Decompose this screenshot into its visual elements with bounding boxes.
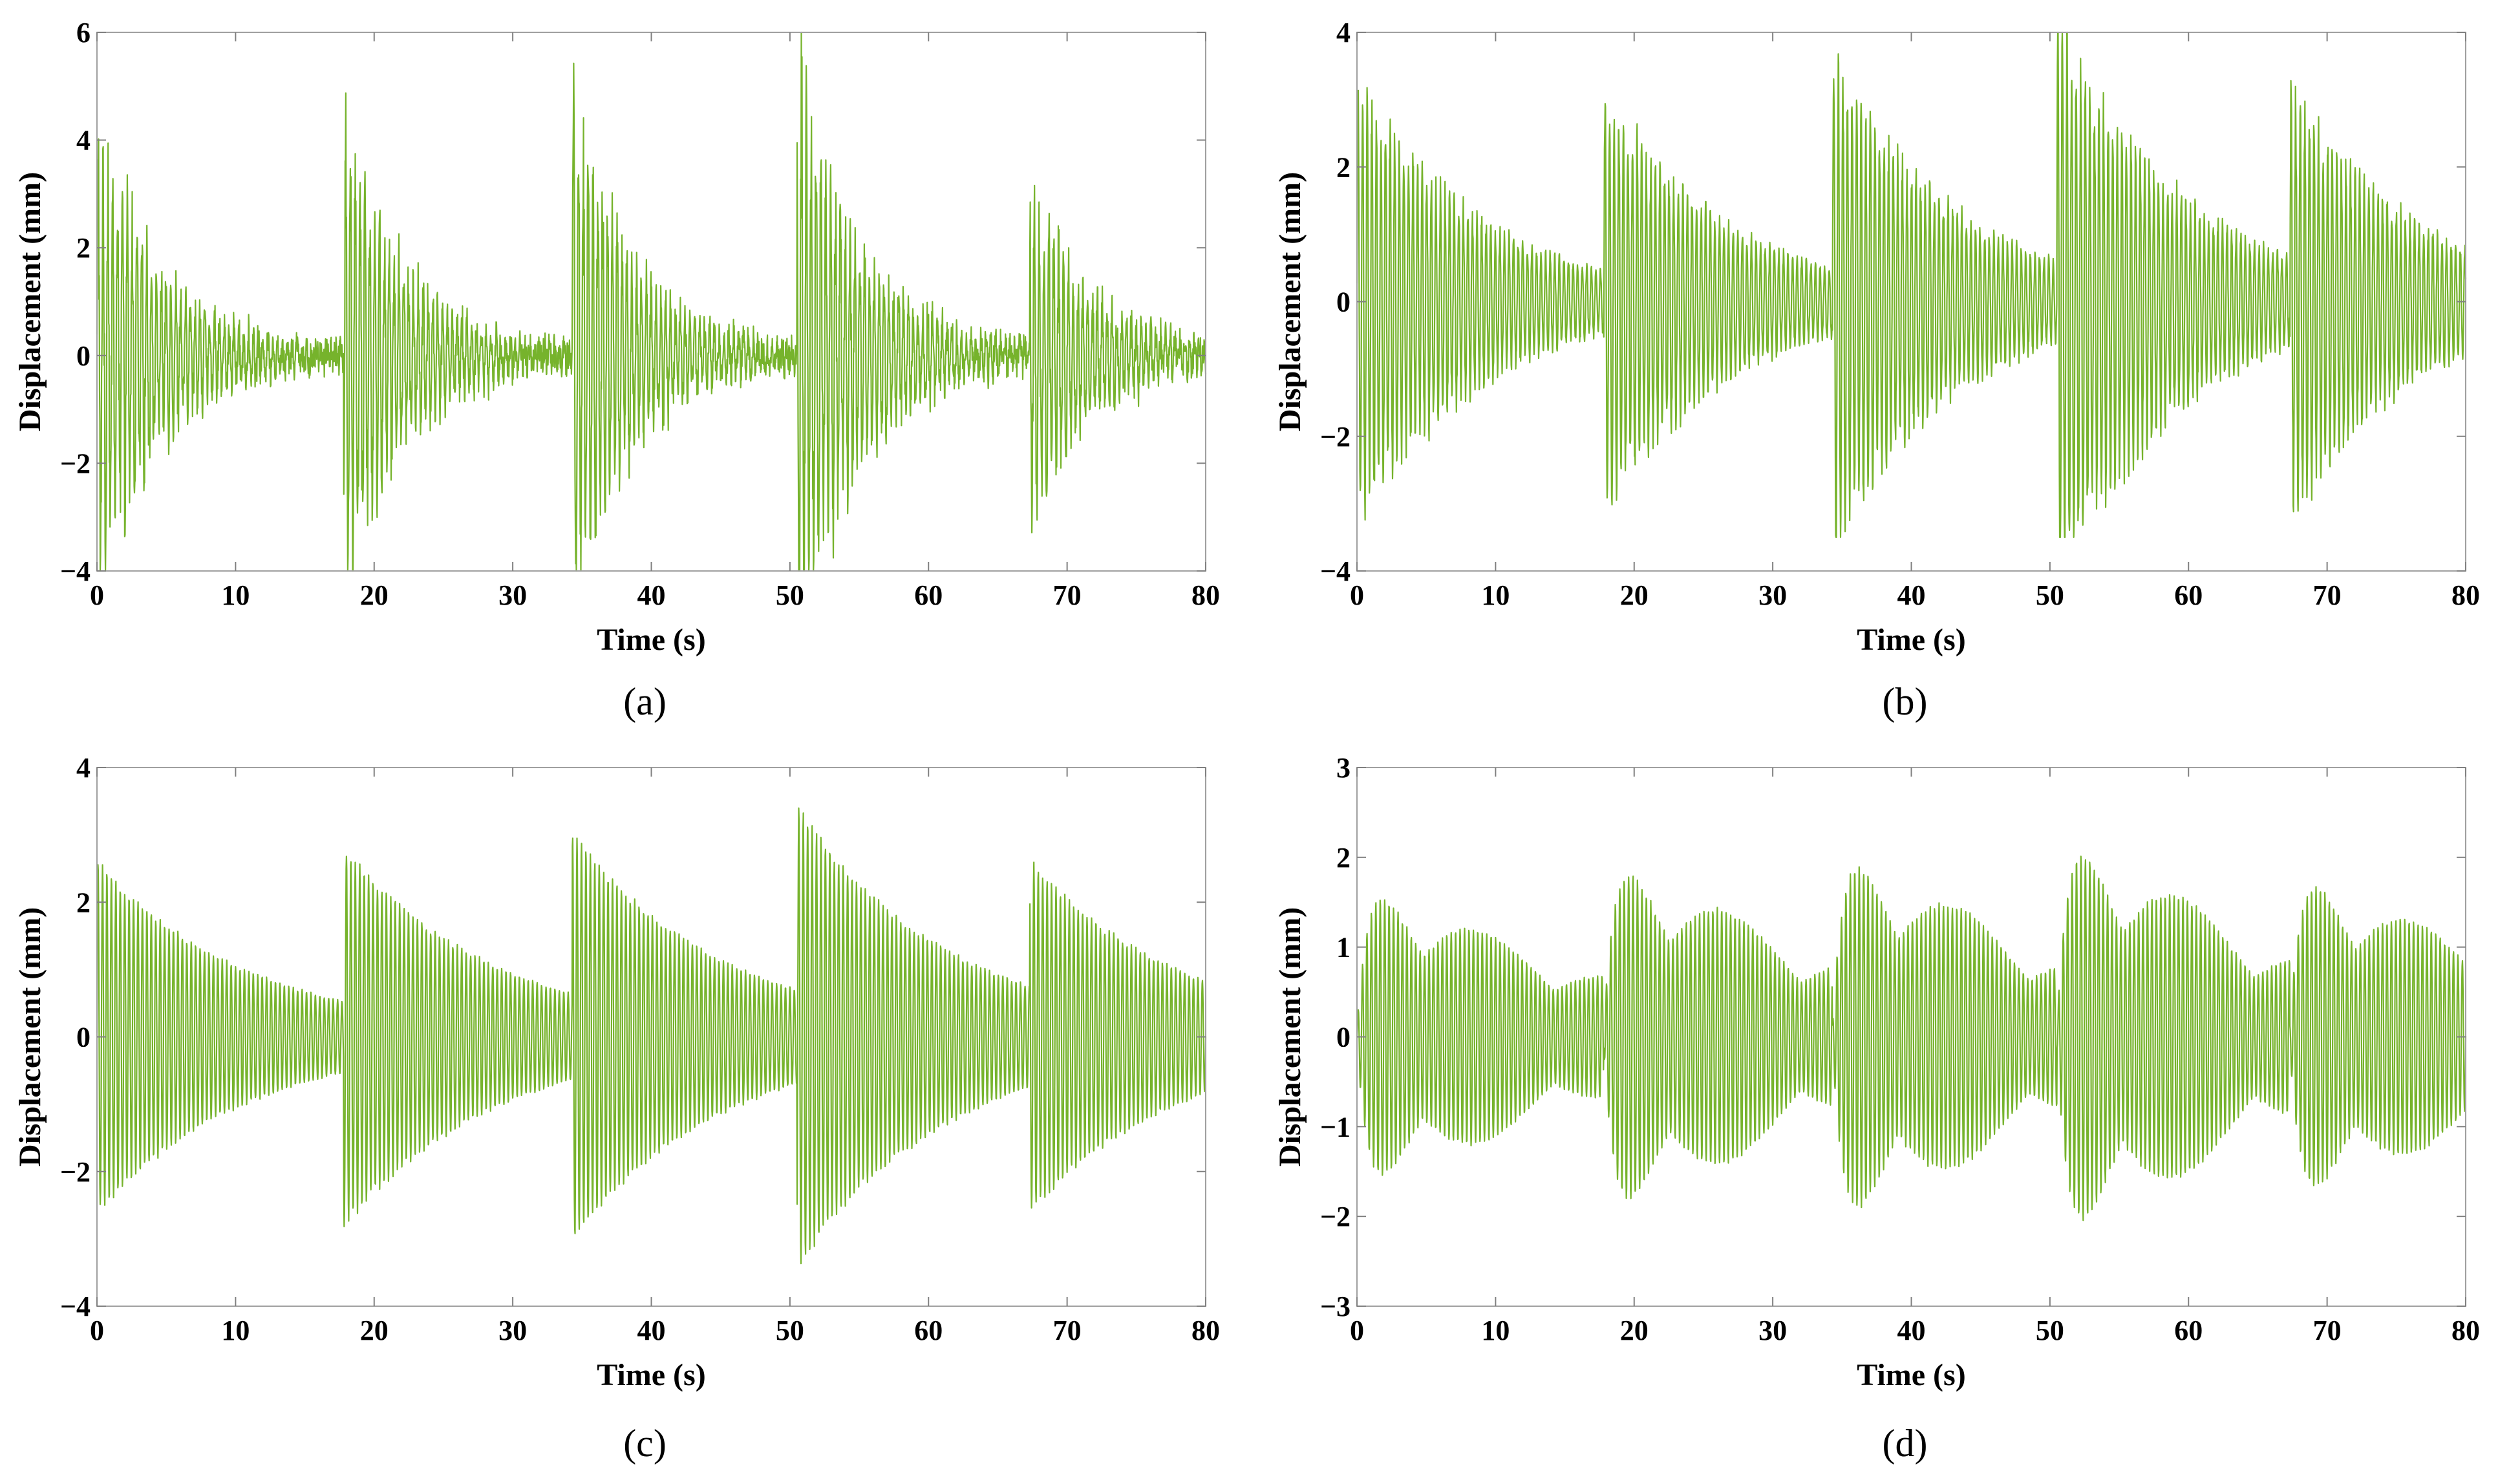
x-tick-label: 70 <box>1053 1315 1082 1346</box>
y-tick-label: 2 <box>1336 842 1351 874</box>
x-tick-label: 70 <box>2313 1315 2342 1346</box>
y-tick-label: −2 <box>1320 1201 1351 1232</box>
y-tick-label: 1 <box>1336 932 1351 963</box>
y-axis-label: Displacement (mm) <box>1273 172 1307 431</box>
y-tick-label: 4 <box>1336 17 1351 48</box>
x-tick-label: 40 <box>1897 579 1926 611</box>
y-tick-label: 4 <box>76 752 91 784</box>
y-tick-label: 0 <box>1336 286 1351 318</box>
y-tick-label: 0 <box>76 1022 91 1053</box>
y-axis-label: Displacement (mm) <box>1273 907 1307 1167</box>
x-tick-label: 60 <box>2174 579 2203 611</box>
x-tick-label: 40 <box>1897 1315 1926 1346</box>
y-tick-label: −4 <box>1320 555 1351 587</box>
panel-b: 0 10 20 30 40 50 60 70 80 −4 −2 0 2 4 Time (s) Displace… <box>1260 0 2520 742</box>
x-tick-label: 10 <box>221 1315 250 1346</box>
panel-caption: (c) <box>623 1422 667 1465</box>
y-tick-label: 0 <box>1336 1022 1351 1053</box>
chart-b: 0 10 20 30 40 50 60 70 80 −4 −2 0 2 4 Time (s) Displace… <box>1273 17 2480 723</box>
x-tick-label: 70 <box>1053 579 1082 611</box>
x-tick-label: 20 <box>360 1315 389 1346</box>
x-tick-label: 10 <box>221 579 250 611</box>
x-tick-label: 30 <box>1758 1315 1787 1346</box>
x-tick-label: 0 <box>1350 579 1364 611</box>
y-tick-label: 4 <box>76 125 91 156</box>
x-tick-label: 50 <box>776 1315 804 1346</box>
panel-caption: (b) <box>1883 680 1928 723</box>
x-tick-label: 80 <box>2451 1315 2480 1346</box>
x-axis-label: Time (s) <box>1857 1358 1965 1392</box>
y-tick-label: −2 <box>60 1156 91 1188</box>
x-tick-label: 60 <box>914 1315 943 1346</box>
x-tick-label: 30 <box>1758 579 1787 611</box>
x-tick-label: 40 <box>637 579 666 611</box>
x-tick-label: 20 <box>1620 1315 1649 1346</box>
series-line-c <box>96 807 1207 1265</box>
panel-caption: (a) <box>623 680 667 723</box>
x-tick-label: 10 <box>1481 579 1510 611</box>
chart-a: 0 10 20 30 40 50 60 70 80 −4 −2 0 2 4 6 Time (s) Displac… <box>13 17 1220 723</box>
y-tick-label: 3 <box>1336 752 1351 784</box>
y-tick-label: −3 <box>1320 1291 1351 1322</box>
x-tick-label: 60 <box>2174 1315 2203 1346</box>
chart-d: 0 10 20 30 40 50 60 70 80 −3 −2 −1 0 1 2 3 Time (s) Displ… <box>1273 752 2480 1465</box>
x-tick-label: 20 <box>1620 579 1649 611</box>
x-tick-label: 0 <box>90 579 104 611</box>
y-tick-label: 2 <box>76 887 91 918</box>
series-line-d <box>1356 855 2467 1221</box>
y-tick-label: −2 <box>1320 421 1351 453</box>
x-tick-label: 20 <box>360 579 389 611</box>
y-tick-label: −1 <box>1320 1111 1351 1143</box>
chart-c: 0 10 20 30 40 50 60 70 80 −4 −2 0 2 4 Time (s) Displace… <box>13 752 1220 1465</box>
x-tick-label: 50 <box>776 579 804 611</box>
y-axis-label: Displacement (mm) <box>13 907 47 1167</box>
panel-a: 0 10 20 30 40 50 60 70 80 −4 −2 0 2 4 6 Time (s) Displac… <box>0 0 1260 742</box>
x-tick-label: 50 <box>2036 579 2064 611</box>
y-tick-label: 2 <box>76 232 91 264</box>
y-tick-label: −2 <box>60 447 91 479</box>
y-tick-label: −4 <box>60 555 91 587</box>
panel-c: 0 10 20 30 40 50 60 70 80 −4 −2 0 2 4 Time (s) Displace… <box>0 742 1260 1484</box>
x-axis-label: Time (s) <box>597 1358 705 1392</box>
y-tick-label: 2 <box>1336 151 1351 183</box>
panel-caption: (d) <box>1883 1422 1928 1465</box>
series-line-b <box>1356 31 2467 538</box>
series-line-a <box>96 31 1207 572</box>
x-tick-label: 40 <box>637 1315 666 1346</box>
x-tick-label: 30 <box>498 1315 527 1346</box>
x-tick-label: 50 <box>2036 1315 2064 1346</box>
y-tick-label: 0 <box>76 340 91 372</box>
x-tick-label: 70 <box>2313 579 2342 611</box>
x-tick-label: 80 <box>2451 579 2480 611</box>
panel-d: 0 10 20 30 40 50 60 70 80 −3 −2 −1 0 1 2 3 Time (s) Displ… <box>1260 742 2520 1484</box>
x-axis-label: Time (s) <box>597 623 705 657</box>
x-axis-label: Time (s) <box>1857 623 1965 657</box>
x-tick-label: 80 <box>1191 579 1220 611</box>
x-tick-label: 0 <box>1350 1315 1364 1346</box>
x-tick-label: 60 <box>914 579 943 611</box>
y-tick-label: −4 <box>60 1291 91 1322</box>
y-axis-label: Displacement (mm) <box>13 172 47 431</box>
x-tick-label: 0 <box>90 1315 104 1346</box>
x-tick-label: 80 <box>1191 1315 1220 1346</box>
y-tick-label: 6 <box>76 17 91 48</box>
x-tick-label: 30 <box>498 579 527 611</box>
x-tick-label: 10 <box>1481 1315 1510 1346</box>
